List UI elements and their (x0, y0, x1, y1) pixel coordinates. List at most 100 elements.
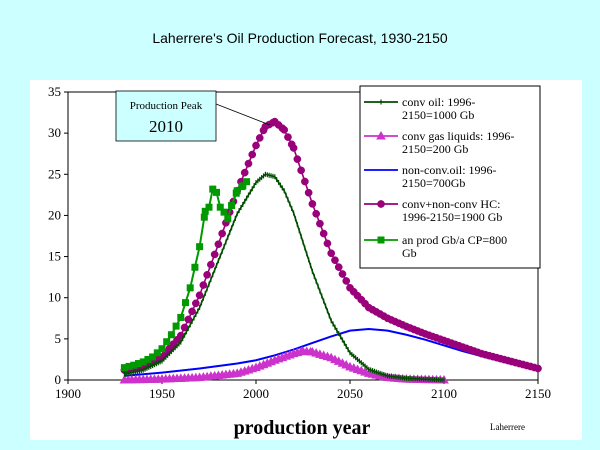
y-tick-label: 35 (48, 84, 61, 99)
x-tick-label: 1950 (149, 386, 175, 401)
data-point (203, 270, 211, 279)
data-point (191, 263, 199, 271)
data-point (312, 209, 321, 218)
legend-symbol-4 (364, 236, 398, 244)
data-point (167, 331, 175, 339)
data-point (200, 213, 208, 221)
data-point (342, 277, 351, 285)
data-point (228, 202, 236, 210)
legend-marker (377, 236, 385, 244)
x-axis-label: production year (234, 417, 371, 439)
y-tick-label: 20 (48, 207, 61, 222)
data-point (243, 178, 251, 186)
y-tick-label: 5 (55, 331, 62, 346)
data-point (244, 159, 253, 168)
data-point (293, 155, 302, 163)
data-point (338, 270, 347, 278)
peak-annotation-year: 2010 (149, 117, 183, 136)
data-point (334, 263, 343, 271)
data-point (120, 364, 128, 372)
legend-box (359, 85, 541, 269)
y-tick-label: 0 (55, 372, 62, 387)
data-point (201, 207, 209, 215)
data-point (252, 141, 260, 150)
data-point (233, 187, 241, 195)
chart-title: Laherrere's Oil Production Forecast, 193… (152, 30, 448, 46)
y-tick-label: 25 (48, 166, 61, 181)
series-0 (123, 171, 445, 383)
legend-marker (376, 130, 386, 140)
author-credit: Laherrere (490, 422, 525, 432)
data-point (240, 168, 249, 177)
data-point (191, 299, 200, 308)
data-point (308, 200, 317, 208)
data-point (144, 355, 152, 363)
data-point (327, 249, 336, 258)
legend-symbol-3 (364, 200, 398, 208)
legend-marker (377, 200, 385, 208)
data-point (210, 250, 219, 259)
legend-symbol-1 (364, 130, 398, 140)
data-point (224, 215, 232, 223)
legend-label-0: conv oil: 1996-2150=1000 Gb (402, 95, 475, 122)
data-point (255, 134, 264, 142)
annotation-layer: Production Peak 2010 (115, 90, 271, 142)
data-point (125, 362, 133, 370)
data-point (289, 144, 298, 152)
data-point (149, 353, 157, 361)
data-point (207, 260, 215, 269)
forecast-chart: 0 5 10 15 20 25 30 35 1900 1950 2000 2050 2100 2150 P… (48, 84, 551, 439)
data-point (216, 203, 224, 211)
data-point (177, 313, 185, 321)
data-point (319, 229, 328, 238)
series-layer (119, 117, 542, 384)
data-point (218, 229, 227, 238)
x-tick-label: 2100 (431, 386, 457, 401)
data-point (209, 185, 217, 193)
data-point (199, 281, 208, 289)
data-point (135, 360, 142, 368)
data-point (301, 177, 309, 186)
y-tick-label: 30 (48, 125, 61, 140)
data-point (323, 239, 332, 248)
data-point (130, 361, 138, 369)
data-point (284, 133, 292, 141)
data-point (220, 208, 228, 216)
data-point (304, 188, 313, 197)
data-point (316, 219, 324, 228)
peak-annotation-box (115, 90, 217, 142)
data-point (331, 256, 339, 265)
data-point (188, 307, 196, 316)
legend-label-1: conv gas liquids: 1996-2150=200 Gb (402, 129, 514, 156)
data-point (172, 322, 180, 330)
data-point (158, 345, 166, 353)
axis-ticks: 0 5 10 15 20 25 30 35 1900 1950 2000 2050 2100 2150 (48, 84, 551, 401)
chart-area: 0 5 10 15 20 25 30 35 1900 1950 2000 2050 2100 2150 P… (30, 80, 582, 440)
data-point (297, 166, 305, 175)
data-point (196, 243, 204, 251)
x-tick-label: 2000 (243, 386, 269, 401)
y-tick-label: 15 (48, 249, 61, 264)
data-point (248, 150, 257, 159)
data-point (195, 291, 204, 300)
data-point (184, 315, 193, 324)
data-point (186, 284, 194, 292)
legend-symbol-0 (364, 99, 398, 105)
data-point (213, 188, 221, 196)
legend-label-3: conv+non-conv HC: 1996-2150=1900 Gb (402, 197, 502, 224)
legend-label-2: non-conv.oil: 1996-2150=700Gb (402, 163, 497, 190)
x-tick-label: 1900 (55, 386, 81, 401)
peak-pointer-line (215, 103, 271, 126)
data-point (139, 358, 147, 366)
legend-label-4: an prod Gb/a CP=800 Gb (402, 233, 507, 260)
data-point (163, 338, 171, 346)
data-point (205, 203, 213, 211)
data-point (214, 240, 223, 249)
data-point (153, 349, 161, 357)
data-point (182, 299, 189, 307)
data-point (534, 364, 542, 373)
x-tick-label: 2050 (337, 386, 363, 401)
legend: conv oil: 1996-2150=1000 Gb conv gas liqu… (359, 85, 541, 269)
y-tick-label: 10 (48, 290, 61, 305)
x-tick-label: 2150 (525, 386, 551, 401)
